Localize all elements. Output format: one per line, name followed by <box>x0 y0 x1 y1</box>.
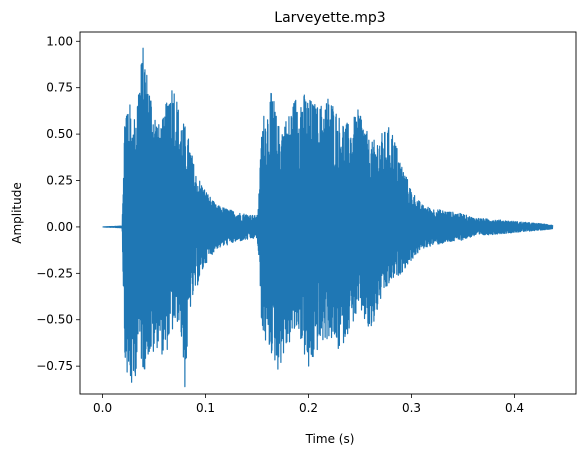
plot-area <box>102 47 554 388</box>
y-axis-label: Amplitude <box>10 182 24 244</box>
x-axis-label: Time (s) <box>305 432 355 446</box>
x-tick-label: 0.1 <box>196 401 215 415</box>
y-tick-label: −0.50 <box>36 313 73 327</box>
x-tick-label: 0.3 <box>402 401 421 415</box>
y-tick-label: 0.50 <box>46 127 73 141</box>
y-tick-label: 1.00 <box>46 34 73 48</box>
waveform-line <box>102 47 554 388</box>
x-axis-ticks: 0.0 0.1 0.2 0.3 0.4 <box>93 394 524 415</box>
y-tick-label: 0.00 <box>46 220 73 234</box>
waveform-series <box>102 47 554 388</box>
chart-title: Larveyette.mp3 <box>274 10 385 26</box>
y-tick-label: 0.25 <box>46 174 73 188</box>
x-tick-label: 0.2 <box>299 401 318 415</box>
x-tick-label: 0.4 <box>505 401 524 415</box>
axes-frame <box>79 31 577 395</box>
y-tick-label: −0.75 <box>36 359 73 373</box>
y-tick-label: −0.25 <box>36 266 73 280</box>
y-axis-ticks: −0.75 −0.50 −0.25 0.00 0.25 0.50 0.75 1.00 <box>36 34 80 373</box>
y-tick-label: 0.75 <box>46 81 73 95</box>
x-tick-label: 0.0 <box>93 401 112 415</box>
